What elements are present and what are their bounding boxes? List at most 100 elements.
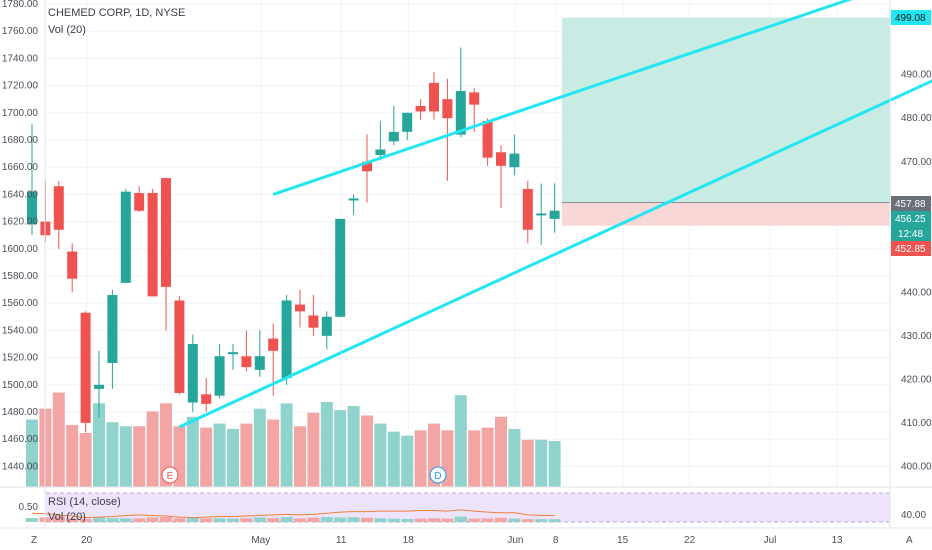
candle-body [107,295,118,364]
rsi-volume-bar [521,519,534,522]
candle-body [375,149,386,155]
candle-body [429,82,439,112]
candle-body [482,120,493,158]
candle-body [536,213,547,216]
position-zones [562,17,890,226]
volume-bar [66,424,79,487]
symbol-title[interactable]: CHEMED CORP, 1D, NYSE [48,7,185,19]
candle-body [469,92,480,105]
current-gray-text: 457.88 [895,199,926,210]
volume-bar [213,423,226,487]
rsi-volume-bar [106,518,119,522]
right-tick-label: 440.00 [901,287,932,298]
candle-body [134,193,145,211]
candle-body [228,352,238,355]
rsi-volume-bar [548,519,561,522]
earnings-marker[interactable]: E [161,466,179,484]
stop-price-text: 452.85 [895,244,926,255]
volume-bar [508,428,521,487]
candle-body [522,188,533,230]
loss-zone [562,202,890,226]
left-tick-label: 1680.00 [2,135,39,146]
volume-bar [387,431,400,487]
volume-bar [481,427,494,487]
candle-body [388,131,399,142]
right-tick-label: 490.00 [901,70,932,81]
volume-bar [334,410,347,487]
log-scale-toggle[interactable]: Z [31,535,37,546]
left-tick-label: 1720.00 [2,81,39,92]
left-tick-label: 1500.00 [2,380,39,391]
rsi-volume-bar [133,518,146,522]
rsi-volume-bar [66,518,79,522]
rsi-line [31,509,555,519]
candle-body [509,153,520,168]
rsi-volume-label[interactable]: Vol (20) [48,511,86,523]
candle-body [187,344,198,403]
candle-body [214,356,225,396]
current-price-gray-badge: 457.88 [891,196,931,211]
volume-bar [468,430,481,487]
candle-body [308,315,319,328]
dividend-marker[interactable]: D [429,466,447,484]
candle-body [161,178,171,287]
candle-body [147,193,158,297]
trend-channel [178,0,932,429]
earnings-marker-label: E [167,471,174,482]
channel-upper-line[interactable] [272,0,876,196]
candle-body [348,198,359,201]
rsi-label[interactable]: RSI (14, close) [48,496,121,508]
time-tick-label: May [251,535,270,546]
rsi-volume-bar [160,517,172,522]
volume-bar [294,426,306,487]
volume-bar [280,403,293,487]
time-axis[interactable]: 20 May 11 18 Jun 8 15 22 Jul 13 [81,535,843,546]
dividend-marker-label: D [434,471,441,482]
rsi-volume-bar [280,517,293,522]
candle-body [415,106,426,112]
volume-bar [267,419,280,487]
rsi-volume-bar [26,518,38,522]
left-tick-label: 1540.00 [2,325,39,336]
volume-bar [548,441,561,487]
candle-body [442,99,453,119]
volume-bar [200,427,213,487]
rsi-volume-bar [119,518,132,522]
rsi-volume-bar [240,518,253,522]
rsi-volume-bar [173,518,186,522]
volume-bar [146,411,159,487]
rsi-volume-bar [508,518,521,522]
stop-price-badge: 452.85 [891,241,931,256]
volume-bar [347,406,360,487]
right-tick-label: 480.00 [901,113,932,124]
candle-body [281,300,292,378]
candle-body [241,356,252,368]
grid-lines [46,0,890,487]
candle-body [402,112,413,132]
volume-bar [227,428,239,487]
countdown-text: 12:48 [898,229,923,240]
candle-body [67,251,78,279]
left-price-axis[interactable]: 1780.00 1760.00 1740.00 1720.00 1700.00 1680.… [2,0,39,472]
volume-bars [26,392,561,487]
rsi-volume-bar [441,518,454,522]
rsi-volume-bar [227,518,239,522]
candle-body [268,338,279,351]
volume-bar [414,430,427,487]
candle-body [27,191,37,225]
volume-bar [495,416,507,487]
left-tick-label: 1640.00 [2,189,39,200]
volume-bar [374,423,387,487]
rsi-volume-bar [267,518,280,522]
time-tick-label: Jun [507,535,523,546]
time-tick-label: Jul [764,535,777,546]
time-tick-label: 8 [553,535,559,546]
auto-scale-toggle[interactable]: A [906,535,913,546]
rsi-volume-bar [361,517,373,522]
left-tick-label: 1760.00 [2,26,39,37]
candle-body [496,152,506,166]
channel-lower-line[interactable] [178,8,932,429]
volume-bar [133,426,146,487]
volume-indicator-label[interactable]: Vol (20) [48,24,86,36]
